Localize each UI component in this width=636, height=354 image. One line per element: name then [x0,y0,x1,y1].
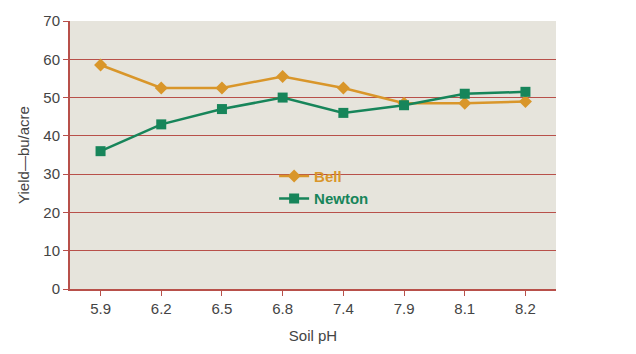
svg-text:30: 30 [43,165,60,182]
svg-text:7.4: 7.4 [333,300,354,317]
svg-text:8.2: 8.2 [515,300,536,317]
svg-text:7.9: 7.9 [394,300,415,317]
svg-text:40: 40 [43,127,60,144]
svg-text:0: 0 [52,280,60,297]
svg-text:Soil pH: Soil pH [289,327,337,344]
svg-text:70: 70 [43,12,60,29]
svg-text:8.1: 8.1 [454,300,475,317]
svg-text:5.9: 5.9 [90,300,111,317]
svg-text:Bell: Bell [314,168,342,185]
svg-text:Yield—bu/acre: Yield—bu/acre [15,106,32,204]
svg-text:6.5: 6.5 [212,300,233,317]
svg-text:6.2: 6.2 [151,300,172,317]
svg-text:10: 10 [43,242,60,259]
svg-text:Newton: Newton [314,190,368,207]
svg-text:50: 50 [43,89,60,106]
svg-text:20: 20 [43,204,60,221]
svg-text:6.8: 6.8 [272,300,293,317]
svg-text:60: 60 [43,51,60,68]
